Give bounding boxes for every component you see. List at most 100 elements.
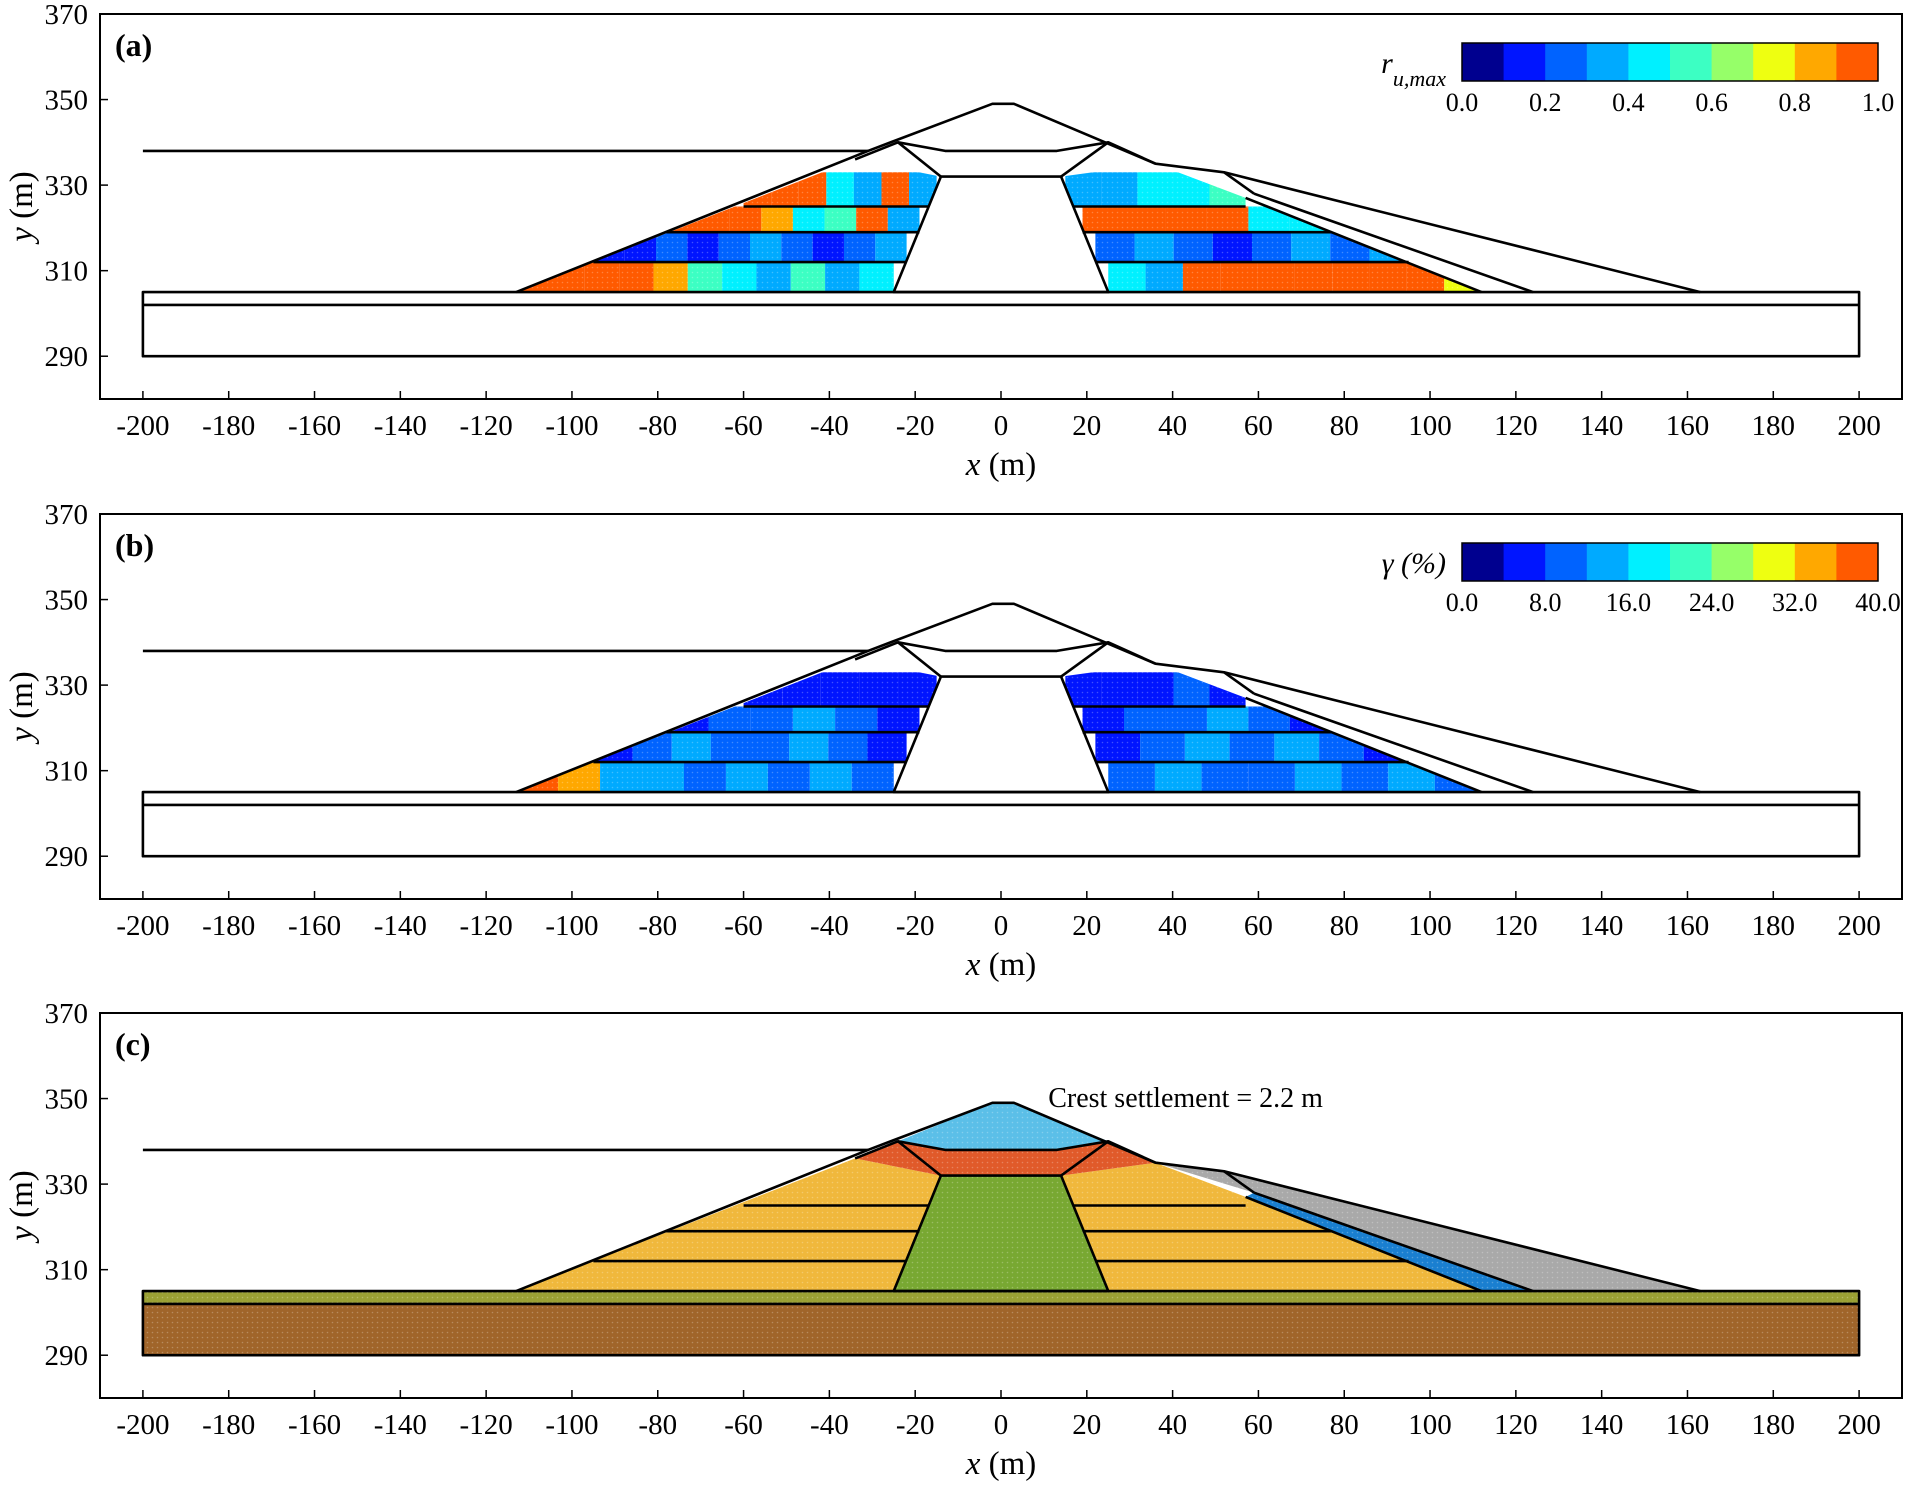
foundation-outline	[141, 1289, 1861, 1357]
x-tick-label: -140	[374, 910, 427, 942]
drain-inner-line	[1245, 1195, 1482, 1293]
colorbar-tick-label: 0.4	[1612, 88, 1645, 117]
crest-settlement-annotation: Crest settlement = 2.2 m	[1048, 1083, 1323, 1114]
y-axis-label-var: y	[4, 1226, 40, 1244]
y-axis-label-unit: (m)	[4, 1170, 40, 1226]
crest-transition-line	[854, 1140, 1157, 1164]
colorbar-swatch	[1794, 43, 1837, 81]
x-axis-label-var: x	[965, 947, 981, 983]
x-tick-label: -60	[724, 1409, 763, 1441]
colorbar-swatch	[1503, 543, 1546, 581]
x-tick-label: 20	[1072, 1409, 1101, 1441]
colorbar: γ (%) 0.0 8.0 16.0 24.0 32.0 40.0	[1382, 542, 1901, 617]
drain-inner-line	[1245, 696, 1482, 794]
x-tick-label: -80	[638, 1409, 677, 1441]
colorbar-swatch	[1586, 43, 1629, 81]
x-tick-label: 140	[1580, 910, 1624, 942]
drain-inner-line	[1245, 196, 1482, 294]
y-tick-label: 350	[45, 85, 89, 117]
x-tick-label: -120	[460, 410, 513, 442]
colorbar-tick-label: 16.0	[1606, 588, 1652, 617]
berm-line	[1223, 171, 1255, 195]
x-axis-label-var: x	[965, 447, 981, 483]
x-axis-label: x (m)	[965, 947, 1037, 983]
panel-label: (c)	[115, 1026, 151, 1062]
x-tick-label: 60	[1244, 1409, 1273, 1441]
x-tick-label: 120	[1494, 410, 1538, 442]
x-tick-label: -120	[460, 1409, 513, 1441]
dam-outline	[141, 1101, 1861, 1357]
x-tick-label: -200	[116, 910, 169, 942]
x-tick-label: 180	[1752, 910, 1796, 942]
x-tick-label: 140	[1580, 1409, 1624, 1441]
colorbar-frame	[1461, 42, 1879, 82]
colorbar-title-main: r	[1381, 47, 1393, 80]
x-tick-label: -160	[288, 1409, 341, 1441]
panel-b: -200 -180 -160 -140 -120 -100 -80 -60 -40 -20 0 20 4…	[4, 499, 1903, 983]
x-tick-label: 0	[994, 1409, 1009, 1441]
drain-outer-line	[1253, 692, 1534, 794]
panel-c: -200 -180 -160 -140 -120 -100 -80 -60 -40 -20 0 20 4…	[4, 998, 1903, 1482]
x-axis-label: x (m)	[965, 447, 1037, 483]
x-tick-label: -200	[116, 410, 169, 442]
colorbar-tick-label: 32.0	[1772, 588, 1818, 617]
colorbar-swatch	[1670, 43, 1713, 81]
axis-ticks: -200 -180 -160 -140 -120 -100 -80 -60 -40 -20 0 20 4…	[45, 998, 1881, 1441]
y-tick-label: 350	[45, 1084, 89, 1116]
x-tick-label: -180	[202, 410, 255, 442]
core-left-connector	[897, 141, 942, 178]
y-axis-label-unit: (m)	[4, 171, 40, 227]
x-tick-label: -100	[545, 910, 598, 942]
y-tick-label: 350	[45, 585, 89, 617]
colorbar-swatch	[1586, 543, 1629, 581]
x-axis-label-unit: (m)	[980, 447, 1036, 483]
core-left-connector	[897, 641, 942, 678]
x-axis-label-unit: (m)	[980, 1446, 1036, 1482]
x-axis-label-unit: (m)	[980, 947, 1036, 983]
colorbar-swatch	[1545, 43, 1588, 81]
x-tick-label: -60	[724, 910, 763, 942]
x-tick-label: -140	[374, 410, 427, 442]
y-tick-label: 330	[45, 1169, 89, 1201]
x-tick-label: 60	[1244, 910, 1273, 942]
x-tick-label: 200	[1837, 410, 1881, 442]
x-tick-label: 40	[1158, 1409, 1187, 1441]
x-tick-label: 140	[1580, 410, 1624, 442]
dam-outline	[141, 602, 1861, 858]
x-tick-label: -160	[288, 410, 341, 442]
colorbar-tick-label: 0.0	[1446, 588, 1479, 617]
material-zones	[142, 1102, 1860, 1356]
y-axis-label: y (m)	[4, 1170, 40, 1244]
x-tick-label: 120	[1494, 1409, 1538, 1441]
colorbar-title-sub: u,max	[1393, 66, 1446, 91]
x-tick-label: -180	[202, 910, 255, 942]
y-axis-label-var: y	[4, 727, 40, 745]
x-tick-label: 0	[994, 410, 1009, 442]
x-tick-label: 80	[1330, 410, 1359, 442]
colorbar-swatch	[1753, 543, 1796, 581]
dam-outline	[141, 102, 1861, 358]
colorbar-swatch	[1628, 543, 1671, 581]
x-tick-label: 120	[1494, 910, 1538, 942]
x-axis-label-var: x	[965, 1446, 981, 1482]
x-tick-label: 40	[1158, 910, 1187, 942]
y-axis-label-var: y	[4, 227, 40, 245]
colorbar-tick-label: 40.0	[1855, 588, 1901, 617]
y-tick-label: 310	[45, 256, 89, 288]
colorbar-swatch	[1836, 43, 1879, 81]
x-tick-label: 160	[1666, 910, 1710, 942]
x-tick-label: -100	[545, 1409, 598, 1441]
colorbar-title: γ (%)	[1382, 547, 1446, 580]
x-tick-label: 100	[1408, 410, 1452, 442]
x-tick-label: 100	[1408, 1409, 1452, 1441]
x-tick-label: -160	[288, 910, 341, 942]
panel-label: (a)	[115, 27, 152, 63]
foundation-outline	[141, 790, 1861, 858]
x-tick-label: 160	[1666, 1409, 1710, 1441]
y-axis-label: y (m)	[4, 671, 40, 745]
core-left-connector	[897, 1140, 942, 1177]
x-tick-label: -20	[896, 910, 935, 942]
mesh-texture	[142, 1102, 1860, 1356]
x-tick-label: 100	[1408, 910, 1452, 942]
berm-line	[1223, 671, 1255, 695]
